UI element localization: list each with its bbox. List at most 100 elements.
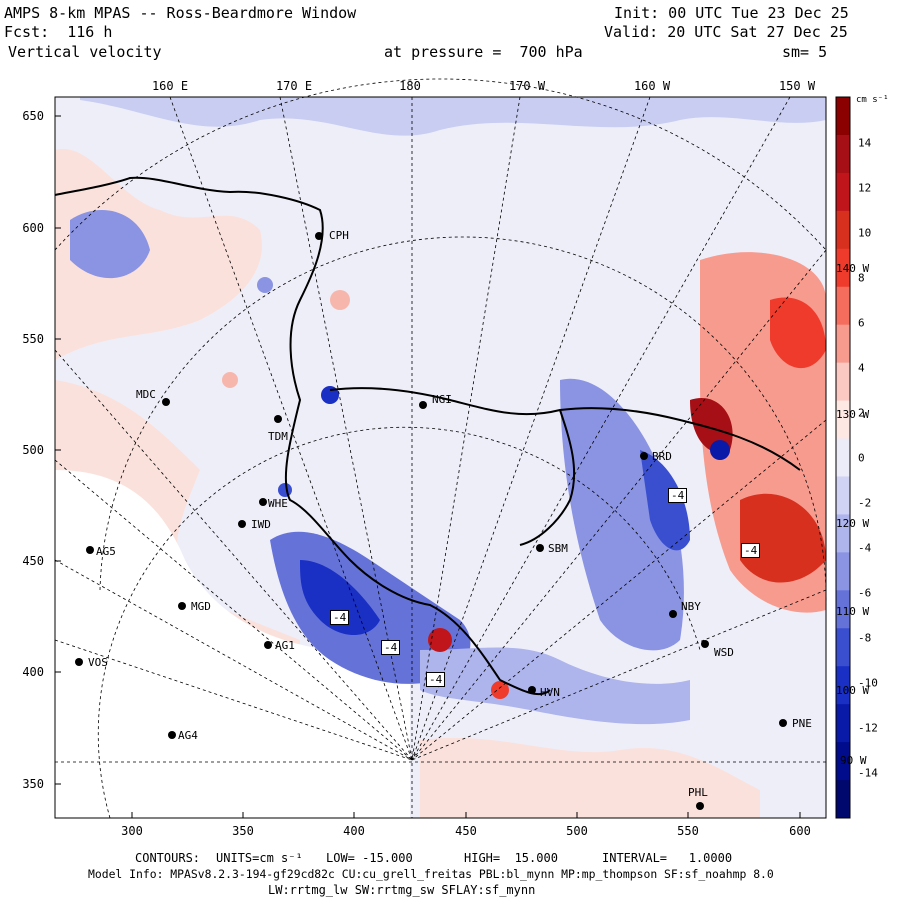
negative-cell [710,440,730,460]
lon-label: 90 W [840,754,867,767]
footer-units: UNITS=cm s⁻¹ [216,851,303,865]
station-label: WHE [268,497,288,510]
colorbar-units: cm s⁻¹ [856,95,889,105]
colorbar-segment [836,704,850,743]
station-dot [701,640,709,648]
y-tick: 550 [22,332,44,346]
y-tick: 350 [22,777,44,791]
station-dot [274,415,282,423]
colorbar-label: 14 [858,136,872,150]
meridian [411,589,827,761]
contour-label: -4 [330,610,350,625]
colorbar-segment [836,742,850,781]
lon-label: 110 W [836,605,870,618]
station-dot [75,658,83,666]
meridian [279,96,413,761]
station-label: SBM [548,542,568,555]
lon-label: 180 [399,79,421,93]
forecast-hour: Fcst: 116 h [4,23,113,41]
coastline [519,409,576,546]
station-dot [536,544,544,552]
colorbar-label: -14 [858,766,878,780]
station-markers [75,232,787,810]
station-label: VOS [88,656,108,669]
station-label: WSD [714,646,734,659]
init-time: Init: 00 UTC Tue 23 Dec 25 [614,4,849,22]
lon-label: 170 E [275,79,313,93]
colorbar-label: 8 [858,271,865,285]
station-dot [178,602,186,610]
y-tick: 450 [22,554,44,568]
colorbar-segment [836,248,850,288]
colorbar-segment [836,210,850,250]
lon-label: 170 W [508,79,546,93]
meridian [169,96,413,761]
colorbar-label: -10 [858,676,878,690]
colorbar-label: -12 [858,721,878,735]
station-dot [238,520,246,528]
negative-cell [257,277,273,293]
station-label: NBY [681,600,701,613]
negative-cell [278,483,292,497]
x-tick: 600 [789,824,811,838]
colorbar-segment [836,97,850,136]
footer-interval: INTERVAL= 1.0000 [602,851,733,865]
colorbar-segment [836,362,850,402]
y-tick: 400 [22,665,44,679]
colorbar-label: 2 [858,406,865,420]
negative-region [640,450,690,551]
x-tick: 550 [677,824,699,838]
colorbar-segment [836,514,850,553]
station-label: HVN [540,686,560,699]
colorbar-label: 6 [858,316,865,330]
colorbar-label: -4 [858,541,872,555]
smoothing: sm= 5 [782,43,828,61]
station-dot [315,232,323,240]
station-label: IWD [251,518,271,531]
lon-label: 150 W [778,79,816,93]
contour-label: -4 [426,672,446,687]
colorbar-segment [836,134,850,174]
station-label: CPH [329,229,349,242]
station-label: AG1 [275,639,295,652]
station-label: NGI [432,393,452,406]
colorbar-segment [836,590,850,629]
colorbar-segment [836,780,850,819]
positive-region [740,493,826,583]
colorbar [836,97,850,819]
station-label: PHL [688,786,708,799]
footer-low: LOW= -15.000 [326,851,413,865]
colorbar-segment [836,666,850,705]
station-dot [640,452,648,460]
station-dot [264,641,272,649]
station-label: AG4 [178,729,198,742]
plot-frame [54,96,827,819]
x-tick: 400 [343,824,365,838]
parallel [54,78,827,251]
contour-label: -4 [741,543,761,558]
colorbar-label: -8 [858,631,872,645]
parallel [99,236,827,611]
meridian [54,559,413,761]
station-label: TDM [268,430,288,443]
station-dot [696,802,704,810]
negative-region [70,210,150,279]
x-tick: 500 [566,824,588,838]
y-tick: 600 [22,221,44,235]
contour-label: -4 [668,488,688,503]
station-dot [528,686,536,694]
positive-cell [491,681,509,699]
meridian [411,96,791,761]
lon-label: 130 W [836,408,870,421]
no-data-region [55,470,410,818]
positive-cell [428,628,452,652]
meridian [411,419,827,761]
colorbar-segment [836,476,850,515]
lon-label: 120 W [836,517,870,530]
station-dot [419,401,427,409]
lon-label: 140 W [836,262,870,275]
meridian [411,96,521,761]
contour-label: -4 [381,640,401,655]
footer-model-info: Model Info: MPASv8.2.3-194-gf29cd82c CU:… [88,867,774,881]
